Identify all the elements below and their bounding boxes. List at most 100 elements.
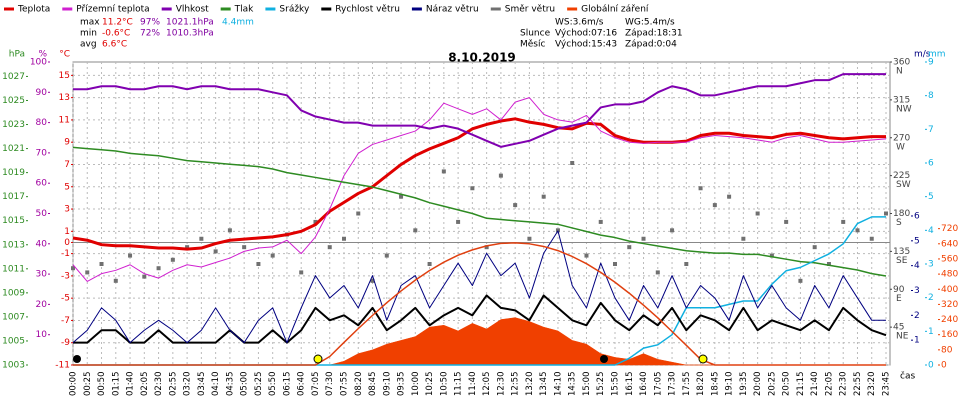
x-tick-label: 00:25 — [83, 372, 93, 397]
y-tick-label: -1 — [61, 249, 70, 259]
direction-point — [242, 245, 247, 250]
direction-point — [484, 245, 489, 250]
direction-point — [698, 186, 703, 191]
y-tick-label: 20 — [36, 300, 48, 310]
x-tick-label: 17:05 — [653, 372, 663, 397]
y-tick-label: 3 — [928, 260, 934, 270]
y-tick-label: 1011 — [2, 264, 25, 274]
y-tick-label: 1017 — [2, 192, 25, 202]
direction-point — [399, 194, 404, 199]
y-tick-label: 1003 — [2, 361, 25, 371]
y-tick-label: 1009 — [2, 288, 25, 298]
y-tick-label: 80 — [941, 345, 953, 355]
direction-point — [841, 219, 846, 224]
stat-text: 1021.1hPa — [166, 18, 214, 28]
x-tick-label: 05:50 — [268, 372, 278, 397]
direction-point — [356, 211, 361, 216]
x-tick-label: 16:40 — [639, 372, 649, 397]
compass-label: E — [896, 294, 902, 304]
y-tick-label: 50 — [36, 209, 48, 219]
stat-text: -0.6°C — [102, 29, 130, 39]
x-tick-label: 12:55 — [511, 372, 521, 397]
direction-point — [784, 219, 789, 224]
legend-label: Rychlost větru — [335, 5, 400, 15]
x-tick-label: 16:15 — [625, 372, 635, 397]
direction-point — [755, 211, 760, 216]
direction-point — [712, 203, 717, 208]
info-text: Východ:15:43 — [555, 40, 617, 50]
axis-unit: hPa — [9, 50, 25, 60]
direction-point — [199, 236, 204, 241]
direction-point — [156, 266, 161, 271]
series-line — [72, 117, 886, 251]
x-tick-label: 15:00 — [582, 372, 592, 397]
direction-point — [741, 236, 746, 241]
direction-point — [370, 278, 375, 283]
y-tick-label: 1023 — [2, 120, 25, 130]
x-tick-label: 23:20 — [867, 372, 877, 397]
direction-point — [826, 262, 831, 266]
x-tick-label: 01:15 — [111, 372, 121, 397]
y-tick-label: 5 — [928, 192, 934, 202]
x-axis-label: čas — [900, 371, 915, 382]
direction-point — [570, 161, 575, 165]
direction-point — [427, 262, 432, 266]
y-tick-label: 11 — [59, 115, 70, 125]
direction-point — [456, 219, 461, 224]
y-tick-label: 0 — [64, 238, 70, 248]
sun-marker — [313, 354, 323, 364]
compass-label: W — [896, 142, 905, 152]
y-tick-label: 90 — [893, 285, 905, 295]
info-text: WG:5.4m/s — [625, 18, 675, 28]
y-tick-label: 560 — [941, 254, 958, 264]
x-tick-label: 09:10 — [382, 372, 392, 397]
direction-point — [541, 194, 546, 199]
direction-point — [855, 228, 860, 233]
y-tick-label: 1007 — [2, 312, 25, 322]
direction-point — [413, 228, 418, 233]
legend-label: Teplota — [17, 5, 50, 15]
y-tick-label: -9 — [61, 338, 70, 348]
direction-point — [727, 194, 732, 199]
axis-unit: mm — [928, 50, 946, 60]
stat-text: max — [80, 18, 100, 28]
x-tick-label: 15:25 — [596, 372, 606, 397]
y-tick-label: 360 — [893, 58, 910, 68]
direction-point — [342, 236, 346, 241]
x-tick-label: 18:45 — [710, 372, 720, 397]
compass-label: N — [896, 67, 903, 77]
y-tick-label: 0 — [928, 361, 934, 371]
x-tick-label: 22:55 — [853, 372, 863, 397]
y-tick-label: 10 — [36, 330, 48, 340]
x-tick-label: 13:20 — [525, 372, 535, 397]
x-tick-label: 09:35 — [397, 372, 407, 397]
direction-point — [99, 262, 104, 266]
y-tick-label: 7 — [64, 160, 70, 170]
y-tick-label: 1 — [928, 327, 934, 337]
legend-label: Tlak — [234, 5, 255, 15]
direction-point — [113, 278, 118, 283]
direction-point — [270, 253, 275, 258]
y-tick-label: 8 — [928, 91, 934, 101]
legend-label: Globální záření — [581, 5, 649, 15]
y-tick-label: 1021 — [2, 144, 25, 154]
y-tick-label: 1005 — [2, 336, 25, 346]
x-tick-label: 10:50 — [439, 372, 449, 397]
x-tick-label: 15:50 — [611, 372, 621, 397]
moon-marker — [73, 355, 81, 363]
y-tick-label: 160 — [941, 330, 958, 340]
stat-text: min — [80, 29, 97, 39]
y-tick-label: 270 — [893, 133, 910, 143]
y-tick-label: 315 — [893, 95, 910, 105]
x-tick-label: 02:30 — [154, 372, 164, 397]
stat-text: 1010.3hPa — [166, 29, 214, 39]
x-tick-label: 12:05 — [482, 372, 492, 397]
x-tick-label: 10:00 — [411, 372, 421, 397]
x-tick-label: 11:15 — [454, 372, 464, 397]
y-tick-label: 1025 — [2, 96, 25, 106]
y-tick-label: 70 — [36, 148, 48, 158]
direction-point — [670, 228, 675, 233]
x-tick-label: 02:55 — [168, 372, 178, 397]
stat-text: 11.2°C — [102, 18, 133, 28]
direction-point — [769, 253, 774, 258]
